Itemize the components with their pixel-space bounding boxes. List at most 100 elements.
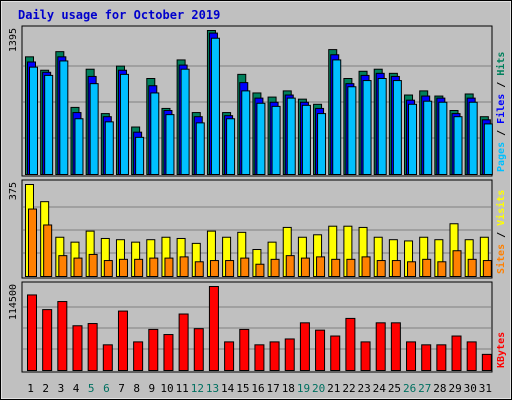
legend-hits-files-pages: Pages / Files / Hits: [495, 52, 507, 172]
bar-sites-day-3: [58, 255, 68, 277]
bar-sites-day-22: [346, 258, 356, 277]
bar-kbytes-day-30: [466, 341, 477, 371]
panel-hits-files-pages: 1395 Pages / Files / Hits: [8, 25, 507, 177]
bar-sites-day-16: [255, 263, 265, 278]
bar-pages-day-2: [44, 74, 54, 175]
x-tick-label: 21: [327, 382, 340, 395]
chart-title: Daily usage for October 2019: [18, 8, 220, 22]
x-tick-label: 24: [373, 382, 387, 395]
bar-pages-day-24: [377, 78, 387, 175]
bar-kbytes-day-18: [284, 338, 295, 372]
bar-sites-day-10: [164, 257, 174, 278]
bar-pages-day-25: [392, 80, 402, 175]
bar-pages-day-6: [104, 121, 114, 175]
x-tick-label: 18: [282, 382, 295, 395]
bar-pages-day-11: [180, 68, 190, 175]
bar-sites-day-9: [149, 257, 159, 278]
bar-pages-day-31: [483, 123, 493, 176]
bar-sites-day-27: [422, 258, 432, 277]
bar-kbytes-day-16: [254, 344, 265, 372]
bar-sites-day-24: [376, 260, 386, 278]
x-tick-label: 1: [27, 382, 34, 395]
bar-kbytes-day-3: [57, 301, 68, 372]
legend-separator: /: [496, 76, 507, 94]
bar-sites-day-28: [437, 261, 447, 277]
x-tick-label: 3: [58, 382, 65, 395]
bar-kbytes-day-26: [406, 341, 417, 371]
bar-kbytes-day-25: [390, 322, 401, 372]
bar-pages-day-5: [89, 83, 99, 175]
x-tick-label: 26: [403, 382, 416, 395]
bar-sites-day-11: [179, 256, 189, 277]
bar-sites-day-7: [118, 258, 128, 277]
bar-pages-day-17: [271, 105, 281, 175]
bar-sites-day-20: [316, 256, 326, 277]
x-tick-label: 20: [312, 382, 325, 395]
bar-pages-day-10: [165, 114, 175, 176]
bar-sites-day-18: [285, 255, 295, 277]
bar-pages-day-20: [317, 113, 327, 175]
bar-pages-day-14: [226, 118, 236, 175]
x-tick-label: 6: [103, 382, 110, 395]
legend-kbytes: KBytes: [496, 332, 507, 368]
bar-kbytes-day-7: [117, 310, 128, 371]
bar-pages-day-7: [119, 73, 129, 175]
x-tick-label: 28: [433, 382, 446, 395]
bar-pages-day-3: [59, 60, 69, 175]
x-tick-label: 23: [358, 382, 371, 395]
bar-sites-day-13: [209, 260, 219, 278]
bar-kbytes-day-28: [436, 344, 447, 372]
bar-sites-day-29: [452, 250, 462, 278]
bar-kbytes-day-21: [330, 335, 341, 372]
x-tick-label: 27: [418, 382, 431, 395]
bar-kbytes-day-19: [299, 322, 310, 372]
x-tick-label: 4: [73, 382, 80, 395]
x-tick-label: 30: [464, 382, 477, 395]
bar-sites-day-19: [300, 257, 310, 278]
bar-pages-day-21: [332, 59, 342, 175]
x-tick-label: 14: [221, 382, 235, 395]
panels-layer: 1395 Pages / Files / Hits 375 Sites / Visit…: [8, 25, 507, 373]
bar-kbytes-day-11: [178, 313, 189, 372]
x-tick-label: 9: [149, 382, 156, 395]
bar-kbytes-day-4: [72, 325, 83, 371]
x-tick-label: 8: [133, 382, 140, 395]
max-value-label: 375: [8, 182, 19, 200]
x-tick-label: 16: [251, 382, 264, 395]
x-tick-label: 7: [118, 382, 125, 395]
bar-pages-day-9: [150, 92, 160, 175]
legend-item-pages: Pages: [496, 142, 507, 172]
bar-sites-day-1: [28, 208, 37, 278]
legend-item-sites: Sites: [495, 244, 507, 274]
x-tick-label: 25: [388, 382, 401, 395]
bar-pages-day-19: [301, 104, 311, 175]
bar-kbytes-day-23: [360, 341, 371, 371]
bar-sites-day-30: [467, 258, 477, 277]
bar-kbytes-day-6: [102, 344, 113, 372]
bar-pages-day-23: [362, 80, 372, 175]
bar-kbytes-day-22: [345, 317, 356, 371]
bar-pages-day-13: [210, 37, 220, 176]
bar-sites-day-8: [134, 258, 144, 277]
bar-kbytes-day-17: [269, 341, 280, 371]
bar-kbytes-day-24: [375, 322, 386, 372]
x-tick-label: 2: [42, 382, 49, 395]
bar-pages-day-18: [286, 97, 296, 175]
panel-kbytes: 114500 KBytes: [8, 281, 507, 373]
bar-pages-day-26: [408, 103, 418, 175]
bar-sites-day-2: [43, 224, 53, 277]
bar-pages-day-16: [256, 102, 266, 175]
legend-separator: /: [496, 124, 507, 142]
bar-kbytes-day-13: [208, 286, 219, 371]
max-value-label: 1395: [8, 28, 19, 52]
bar-pages-day-15: [241, 90, 251, 175]
bar-pages-day-1: [29, 66, 38, 175]
x-axis: 1 2 3 4 5 6 7 8 9 10 11 12 13 14 15 16 17 18 19 20 21 22 23 24 2…: [27, 382, 492, 395]
bar-pages-day-27: [423, 100, 433, 175]
bar-sites-day-25: [391, 260, 401, 278]
bar-kbytes-day-2: [42, 309, 53, 371]
bar-kbytes-day-5: [87, 323, 98, 371]
x-tick-label: 31: [479, 382, 492, 395]
x-tick-label: 29: [448, 382, 461, 395]
